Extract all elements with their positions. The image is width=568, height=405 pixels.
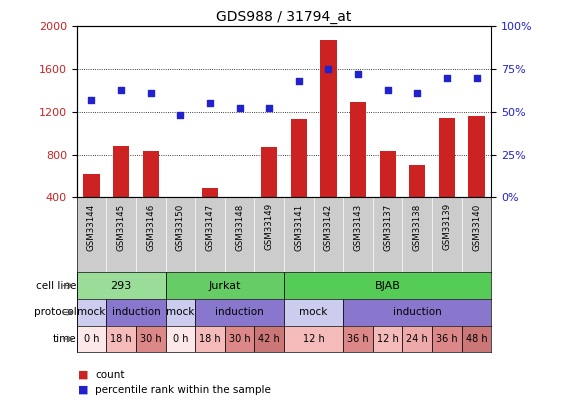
Bar [409, 165, 425, 240]
Bar [143, 151, 159, 240]
Point [383, 86, 392, 93]
Bar [284, 272, 491, 299]
Text: Jurkat: Jurkat [208, 281, 241, 290]
Bar [254, 326, 284, 352]
Bar [165, 326, 195, 352]
Title: GDS988 / 31794_at: GDS988 / 31794_at [216, 10, 352, 24]
Text: GSM33148: GSM33148 [235, 203, 244, 251]
Text: 30 h: 30 h [229, 334, 250, 344]
Bar [373, 326, 403, 352]
Text: 18 h: 18 h [110, 334, 132, 344]
Text: induction: induction [215, 307, 264, 317]
Bar [432, 326, 462, 352]
Bar [106, 326, 136, 352]
Text: 36 h: 36 h [436, 334, 458, 344]
Bar [379, 151, 396, 240]
Point [87, 97, 96, 103]
Bar [403, 326, 432, 352]
Bar [77, 299, 106, 326]
Text: time: time [53, 334, 77, 344]
Text: 12 h: 12 h [377, 334, 399, 344]
Bar [469, 116, 485, 240]
Bar [231, 207, 248, 240]
Text: induction: induction [111, 307, 160, 317]
Point [146, 90, 155, 96]
Bar [77, 326, 106, 352]
Bar [343, 299, 491, 326]
Text: 0 h: 0 h [173, 334, 188, 344]
Text: GSM33141: GSM33141 [294, 203, 303, 251]
Text: GSM33143: GSM33143 [353, 203, 362, 251]
Text: GSM33139: GSM33139 [442, 203, 452, 250]
Text: GSM33140: GSM33140 [472, 203, 481, 251]
Bar [261, 147, 277, 240]
Text: 30 h: 30 h [140, 334, 161, 344]
Text: 48 h: 48 h [466, 334, 487, 344]
Text: GSM33149: GSM33149 [265, 203, 274, 250]
Text: GSM33138: GSM33138 [413, 203, 422, 251]
Text: induction: induction [393, 307, 442, 317]
Point [116, 86, 126, 93]
Bar [320, 40, 337, 240]
Bar [172, 206, 189, 240]
Bar [438, 118, 455, 240]
Bar [284, 299, 343, 326]
Text: 24 h: 24 h [406, 334, 428, 344]
Bar [202, 188, 218, 240]
Text: mock: mock [77, 307, 106, 317]
Bar [343, 326, 373, 352]
Point [265, 105, 274, 112]
Bar [225, 326, 254, 352]
Point [413, 90, 422, 96]
Bar [113, 146, 130, 240]
Point [353, 71, 362, 77]
Text: ■: ■ [78, 370, 89, 379]
Text: GSM33150: GSM33150 [176, 203, 185, 251]
Text: 36 h: 36 h [347, 334, 369, 344]
Text: GSM33146: GSM33146 [146, 203, 155, 251]
Bar [165, 272, 284, 299]
Bar [291, 119, 307, 240]
Bar [165, 299, 195, 326]
Point [472, 75, 481, 81]
Bar [284, 326, 343, 352]
Text: ■: ■ [78, 385, 89, 394]
Bar [462, 326, 491, 352]
Text: BJAB: BJAB [375, 281, 400, 290]
Bar [106, 299, 165, 326]
Bar [195, 326, 225, 352]
Bar [136, 326, 165, 352]
Text: 12 h: 12 h [303, 334, 324, 344]
Text: GSM33137: GSM33137 [383, 203, 392, 251]
Bar [195, 299, 284, 326]
Text: protocol: protocol [34, 307, 77, 317]
Text: cell line: cell line [36, 281, 77, 290]
Text: 0 h: 0 h [83, 334, 99, 344]
Text: 18 h: 18 h [199, 334, 221, 344]
Point [176, 112, 185, 119]
Bar [83, 174, 99, 240]
Text: count: count [95, 370, 125, 379]
Text: percentile rank within the sample: percentile rank within the sample [95, 385, 272, 394]
Point [206, 100, 215, 107]
Text: 293: 293 [111, 281, 132, 290]
Text: mock: mock [166, 307, 194, 317]
Point [235, 105, 244, 112]
Text: 42 h: 42 h [258, 334, 280, 344]
Text: GSM33147: GSM33147 [206, 203, 215, 251]
Bar [350, 102, 366, 240]
Point [442, 75, 452, 81]
Text: GSM33142: GSM33142 [324, 203, 333, 251]
Point [324, 66, 333, 72]
Text: mock: mock [299, 307, 328, 317]
Bar [77, 272, 165, 299]
Text: GSM33145: GSM33145 [116, 203, 126, 251]
Text: GSM33144: GSM33144 [87, 203, 96, 251]
Point [294, 78, 303, 84]
